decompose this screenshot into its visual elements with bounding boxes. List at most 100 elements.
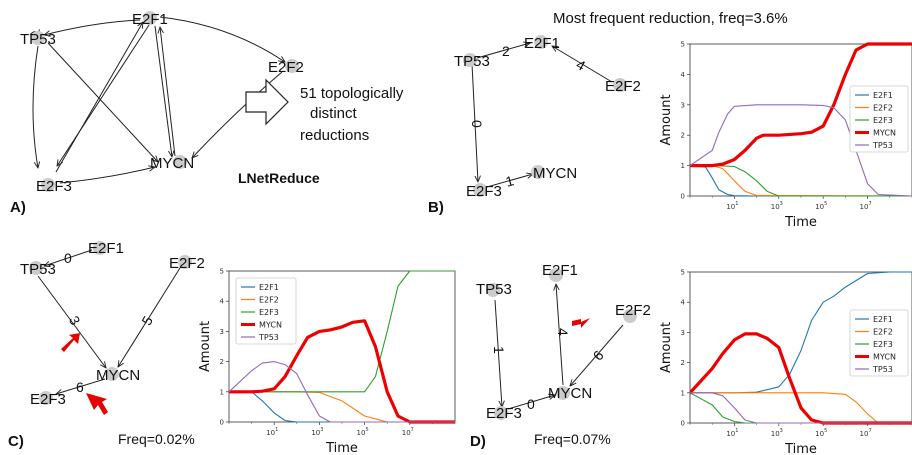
y-tick-label: 5 (220, 268, 224, 276)
node-label-e2f3-c: E2F3 (30, 391, 66, 408)
legend-label-e2f2: E2F2 (873, 328, 893, 337)
legend-label-e2f1: E2F1 (873, 91, 893, 100)
chart-panel-b: 0 1 2 3 4 5 101 103 105 107 Time Amount E2F1 E2F2 E2F3… (659, 41, 912, 230)
y-tick-label: 4 (681, 299, 686, 307)
node-tp53-c (29, 261, 43, 275)
panel-c-frequency: Freq=0.02% (118, 431, 195, 447)
edge-label-c-1: 0 (64, 250, 72, 266)
x-tick-label: 105 (357, 427, 369, 437)
legend-label-tp53: TP53 (872, 141, 893, 150)
series-line-tp53 (690, 392, 912, 424)
edge-e2f1-e2f3 (57, 24, 150, 166)
x-tick-label: 105 (815, 428, 827, 438)
y-tick-label: 5 (681, 41, 685, 49)
edge-label-b-1: 2 (502, 43, 510, 59)
panel-letter-d: D) (470, 433, 486, 450)
node-e2f2-d (623, 309, 637, 323)
node-tp53-b (463, 53, 477, 67)
reduction-note-line-1: 51 topologically (300, 85, 404, 102)
edge-e2f2-mycn (192, 71, 283, 158)
node-label-mycn-b: MYCN (533, 165, 577, 182)
y-axis-label: Amount (659, 94, 674, 145)
legend-label-e2f3: E2F3 (873, 116, 893, 125)
edge-tp53-e2f1-b (476, 43, 530, 59)
edge-label-b-4: 1 (504, 172, 516, 190)
node-label-tp53-b: TP53 (454, 53, 490, 70)
edge-e2f3-mycn (59, 167, 155, 184)
series-line-mycn (690, 42, 912, 168)
node-e2f2-b (613, 78, 627, 92)
edge-mycn-e2f3-c (56, 378, 106, 394)
x-tick-label: 107 (860, 201, 872, 211)
reduction-arrow-icon (245, 78, 289, 126)
y-tick-label: 2 (681, 132, 685, 140)
series-line-tp53 (229, 361, 455, 423)
node-tp53 (31, 31, 45, 45)
edge-tp53-mycn-c (37, 275, 106, 368)
node-label-tp53-c: TP53 (20, 261, 56, 278)
node-mycn (173, 155, 187, 169)
panel-a-edges (29, 16, 285, 184)
panel-c-network: E2F1 TP53 E2F2 MYCN E2F3 0 3 5 6 C) Freq… (8, 240, 205, 450)
node-label-e2f2: E2F2 (268, 59, 304, 76)
panel-letter-c: C) (8, 433, 24, 450)
node-e2f1-c (93, 241, 107, 255)
x-tick-label: 105 (815, 201, 827, 211)
edge-e2f3-e2f1 (55, 22, 143, 173)
edge-mycn-e2f1 (160, 27, 176, 157)
pointer-arrow-icon (86, 393, 108, 415)
node-e2f1-d (549, 268, 563, 282)
edge-label-b-2: 4 (574, 56, 589, 74)
x-axis-label: Time (325, 441, 358, 455)
node-e2f3 (41, 178, 55, 192)
series-line-e2f3 (229, 270, 455, 393)
chart-panel-d: 0 1 2 3 4 5 101 103 105 107 Time Amount E2F1 E2F2 E2F3… (659, 269, 912, 455)
edge-e2f1-tp53 (44, 19, 141, 35)
node-label-tp53: TP53 (20, 31, 56, 48)
node-e2f3-d (494, 406, 508, 420)
legend-label-e2f2: E2F2 (873, 104, 893, 113)
y-tick-label: 0 (681, 420, 685, 428)
edge-tp53-e2f3 (32, 45, 38, 168)
y-tick-label: 2 (220, 358, 224, 366)
edge-e2f3-mycn-d (507, 395, 555, 410)
edge-e2f2-e2f1-b (552, 46, 613, 83)
x-tick-label: 101 (266, 427, 278, 437)
series-line-mycn (229, 319, 455, 424)
y-tick-label: 5 (681, 269, 685, 277)
panel-d-frequency: Freq=0.07% (534, 431, 611, 447)
node-label-e2f1-d: E2F1 (542, 262, 578, 279)
node-label-e2f2-c: E2F2 (169, 255, 205, 272)
legend-label-e2f1: E2F1 (259, 283, 279, 292)
legend-label-mycn: MYCN (873, 129, 896, 138)
legend-label-e2f3: E2F3 (259, 308, 279, 317)
node-e2f1 (143, 11, 157, 25)
node-e2f3-c (39, 391, 53, 405)
legend-label-e2f3: E2F3 (873, 340, 893, 349)
node-mycn-d (556, 386, 570, 400)
node-label-tp53-d: TP53 (476, 281, 512, 298)
panel-d-network: E2F1 TP53 E2F2 MYCN E2F3 4 1 6 0 D) Freq… (470, 262, 651, 450)
node-e2f2 (285, 59, 299, 73)
y-tick-label: 3 (681, 329, 685, 337)
node-label-mycn-c: MYCN (96, 367, 140, 384)
legend-label-e2f2: E2F2 (259, 296, 279, 305)
panel-letter-a: A) (10, 199, 26, 216)
edge-label-d-2: 1 (491, 346, 507, 354)
node-e2f3-b (473, 183, 487, 197)
panel-a-network: E2F1 TP53 E2F2 MYCN E2F3 A) 51 topologic… (10, 11, 404, 216)
legend-label-tp53: TP53 (872, 365, 893, 374)
x-axis-label: Time (784, 442, 817, 455)
y-tick-label: 3 (220, 328, 224, 336)
edge-e2f2-mycn-c (118, 267, 181, 367)
y-tick-label: 2 (681, 359, 685, 367)
node-label-mycn: MYCN (150, 155, 194, 172)
edge-e2f2-mycn-d (570, 324, 624, 386)
edge-tp53-e2f3-b (471, 63, 478, 182)
pointer-arrow-icon (572, 318, 590, 328)
y-tick-label: 1 (681, 162, 685, 170)
y-axis-label: Amount (659, 322, 674, 373)
node-e2f2-c (178, 255, 192, 269)
node-mycn-b (531, 165, 545, 179)
node-label-e2f1-b: E2F1 (524, 35, 560, 52)
